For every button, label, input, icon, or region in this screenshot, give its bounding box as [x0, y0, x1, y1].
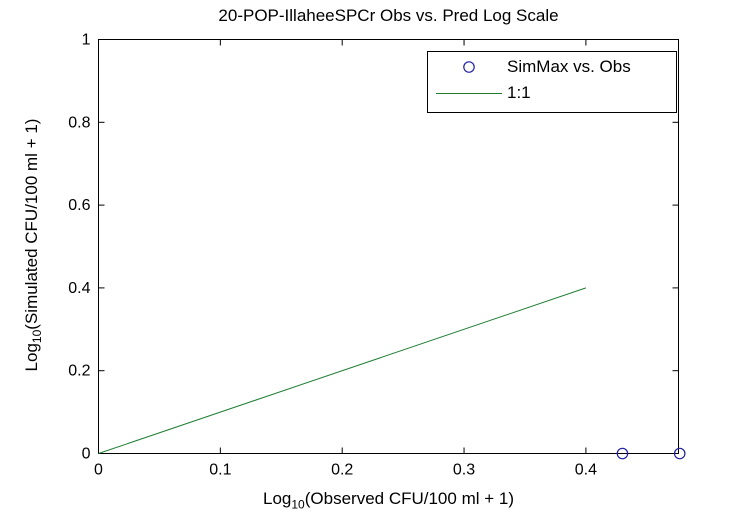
data-point-circle: [673, 447, 686, 460]
plot-border: [98, 39, 679, 454]
x-tick-labels: 0 0.1 0.2 0.3 0.4: [94, 462, 597, 479]
x-axis-label: Log10(Observed CFU/100 ml + 1): [98, 489, 679, 511]
legend-label-simmax: SimMax vs. Obs: [507, 57, 631, 76]
data-point-circle: [616, 447, 629, 460]
y-axis-ticks: [98, 39, 679, 454]
legend: SimMax vs. Obs 1:1: [427, 51, 677, 113]
x-axis-label-main: Log: [263, 489, 292, 508]
x-tick-label: 0.3: [453, 462, 475, 479]
scatter-series: [616, 447, 686, 460]
open-circle-marker-icon: [436, 60, 502, 74]
legend-item-simmax: SimMax vs. Obs: [428, 54, 676, 80]
y-tick-label: 0: [82, 446, 91, 463]
x-tick-label: 0.2: [331, 462, 353, 479]
identity-line-series: [98, 287, 587, 454]
legend-line-glyph: [436, 92, 502, 94]
legend-label-one-to-one: 1:1: [507, 83, 531, 102]
x-tick-label: 0.1: [209, 462, 231, 479]
y-tick-label: 0.4: [68, 280, 90, 297]
x-axis-ticks: [98, 39, 587, 454]
x-axis-label-subscript: 10: [291, 497, 305, 512]
one-to-one-line: [98, 287, 587, 454]
x-axis-label-rest: (Observed CFU/100 ml + 1): [304, 489, 514, 508]
legend-item-one-to-one: 1:1: [428, 80, 676, 106]
x-tick-label: 0.4: [575, 462, 597, 479]
y-axis-label-subscript: 10: [30, 329, 45, 344]
line-swatch-icon: [436, 92, 502, 94]
legend-circle-glyph: [463, 61, 475, 73]
y-axis-label-main: Log: [21, 343, 41, 372]
y-axis-label-rest: (Simulated CFU/100 ml + 1): [21, 118, 41, 330]
y-axis-label: Log10(Simulated CFU/100 ml + 1): [22, 119, 44, 372]
x-tick-label: 0: [94, 462, 103, 479]
y-tick-label: 0.6: [68, 197, 90, 214]
y-tick-label: 0.2: [68, 363, 90, 380]
y-tick-label: 1: [82, 32, 91, 49]
y-tick-label: 0.8: [68, 114, 90, 131]
chart-title: 20-POP-IllaheeSPCr Obs vs. Pred Log Scal…: [218, 6, 559, 25]
y-tick-labels: 0 0.2 0.4 0.6 0.8 1: [68, 32, 90, 463]
